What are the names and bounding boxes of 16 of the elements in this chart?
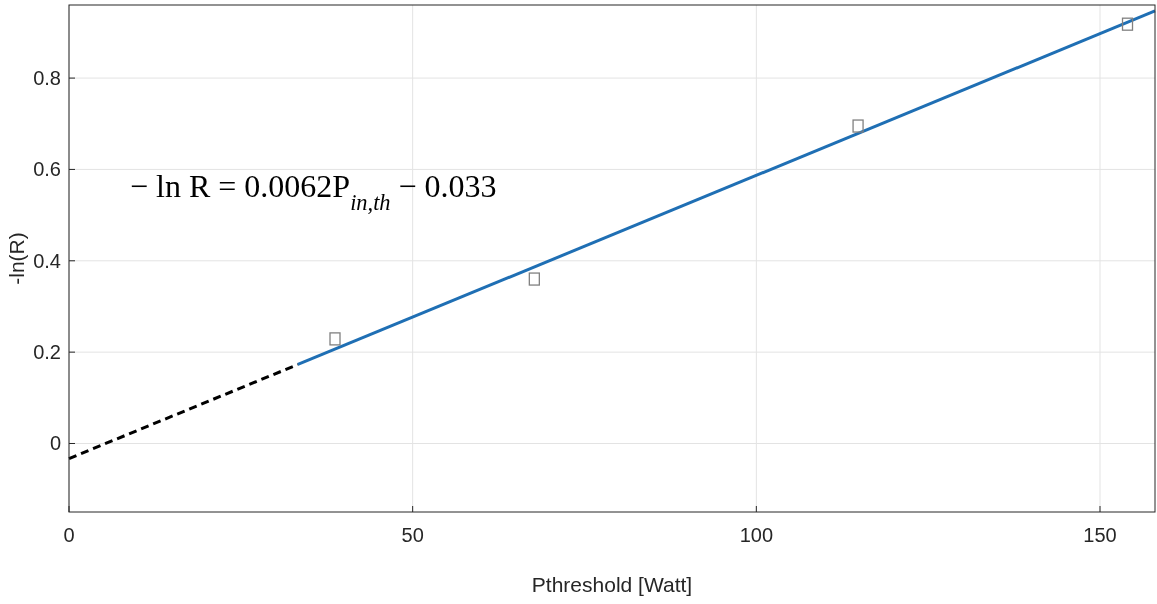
point — [329, 332, 341, 346]
x-tick-label: 50 — [401, 524, 424, 546]
y-tick-label: 0.2 — [33, 341, 61, 364]
y-tick-label: 0.6 — [33, 158, 61, 181]
x-tick-label: 100 — [739, 524, 774, 546]
y-tick-label: 0.8 — [33, 67, 61, 90]
point — [1121, 17, 1134, 31]
point — [528, 272, 540, 286]
annotation: − ln R = 0.0062P$_{in,th}$ − 0.033 — [130, 168, 497, 215]
point — [852, 119, 864, 133]
x-tick-label: 150 — [1083, 524, 1117, 546]
y-tick-label: 0 — [49, 432, 61, 455]
x-axis-title: Pthreshold [Watt] — [531, 573, 693, 596]
x-tick-label: 0 — [63, 524, 75, 546]
y-tick-label: 0.4 — [33, 249, 61, 272]
y-axis-title: -ln(R) — [5, 232, 28, 285]
